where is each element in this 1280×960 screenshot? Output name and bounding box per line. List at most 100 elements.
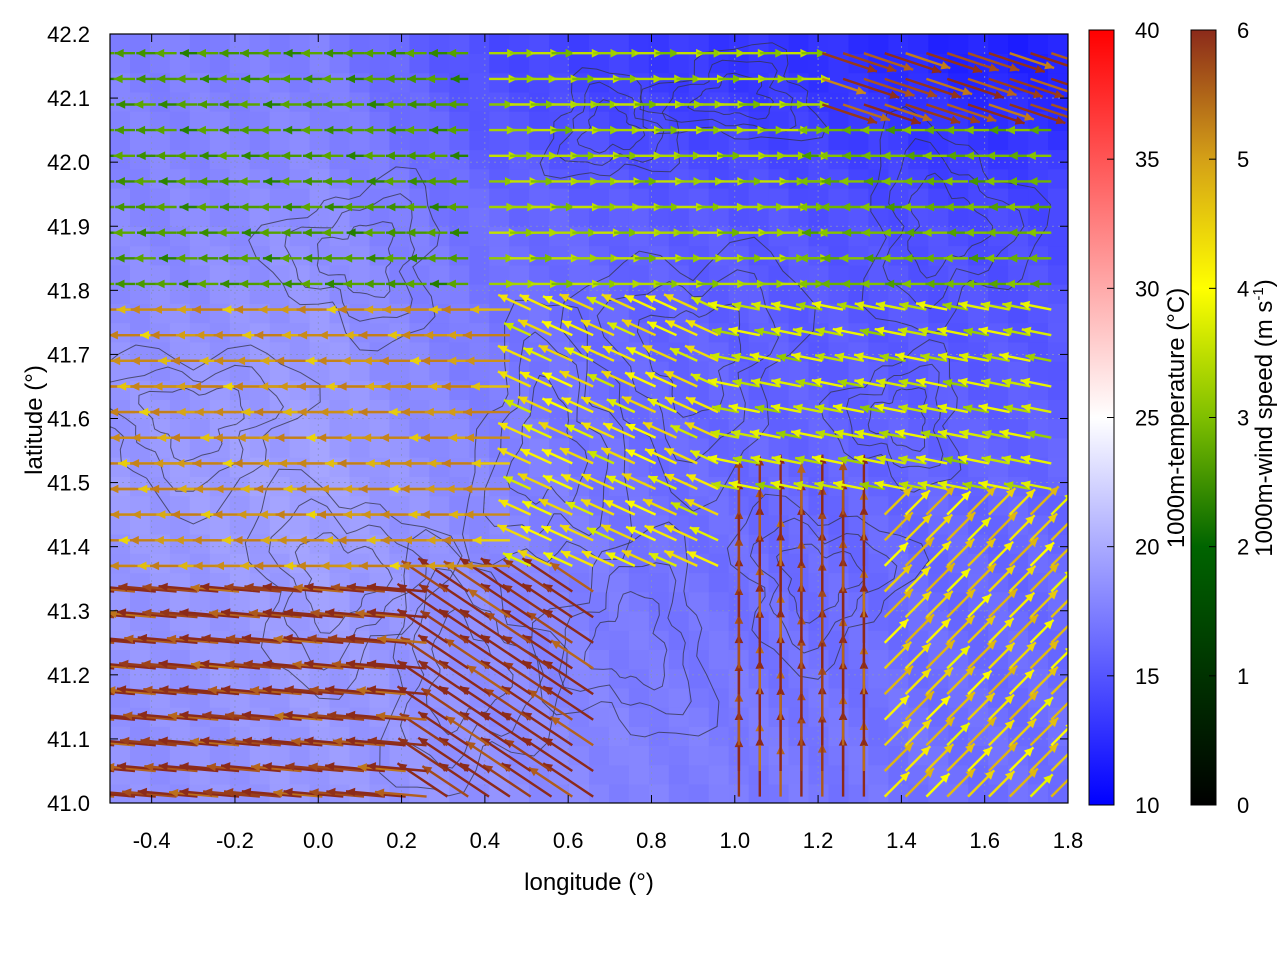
wind-arrow-head bbox=[793, 480, 804, 490]
wind-arrow-head bbox=[364, 125, 374, 135]
heatmap-cell bbox=[988, 437, 1009, 458]
wind-arrow-head bbox=[254, 330, 264, 340]
wind-arrow-head bbox=[1064, 494, 1068, 500]
wind-arrow-head bbox=[1048, 640, 1059, 650]
wind-arrow-head bbox=[96, 228, 105, 237]
wind-arrow-head bbox=[156, 74, 166, 84]
wind-arrow-head bbox=[118, 535, 128, 545]
wind-arrow bbox=[502, 583, 553, 619]
wind-arrow-head bbox=[284, 561, 294, 571]
wind-arrow-head bbox=[364, 279, 374, 289]
heatmap-cell bbox=[609, 764, 630, 785]
wind-arrow-head bbox=[367, 736, 377, 746]
heatmap-cell bbox=[130, 283, 151, 304]
wind-arrow-head bbox=[664, 294, 674, 303]
wind-arrow-head bbox=[283, 787, 293, 797]
wind-colorbar-tick-label: 4 bbox=[1237, 276, 1249, 301]
wind-arrow-head bbox=[1024, 669, 1034, 680]
heatmap-cell bbox=[788, 110, 810, 131]
heatmap-cell bbox=[309, 187, 331, 208]
heatmap-cell bbox=[469, 187, 491, 208]
heatmap-cell bbox=[668, 591, 690, 612]
wind-arrow-head bbox=[130, 356, 140, 366]
heatmap-cell bbox=[848, 283, 870, 304]
heatmap-cell bbox=[948, 649, 970, 670]
heatmap-cell bbox=[1048, 283, 1068, 304]
heatmap-cell bbox=[688, 591, 710, 612]
wind-arrow-head bbox=[150, 330, 160, 340]
wind-arrow-head bbox=[904, 88, 915, 97]
wind-arrow-head bbox=[134, 177, 144, 186]
wind-arrow-head bbox=[626, 526, 637, 535]
heatmap-cell bbox=[768, 495, 790, 516]
wind-arrow-head bbox=[422, 766, 433, 775]
heatmap-cell bbox=[928, 110, 950, 131]
wind-arrow-head bbox=[565, 125, 575, 135]
heatmap-cell bbox=[688, 226, 710, 247]
wind-arrow-head bbox=[325, 382, 335, 391]
wind-arrow-head bbox=[233, 382, 243, 391]
wind-arrow-head bbox=[364, 202, 374, 212]
heatmap-cell bbox=[489, 110, 510, 131]
wind-arrow-head bbox=[135, 202, 145, 212]
heatmap-cell bbox=[628, 322, 650, 343]
heatmap-cell bbox=[1048, 495, 1068, 516]
heatmap-cell bbox=[828, 783, 850, 803]
wind-arrow-head bbox=[517, 550, 528, 559]
heatmap-cell bbox=[668, 668, 690, 689]
wind-arrow-head bbox=[750, 454, 761, 464]
heatmap-cell bbox=[628, 591, 650, 612]
wind-arrow bbox=[308, 764, 365, 773]
wind-arrow-head bbox=[964, 228, 974, 237]
wind-arrow-head bbox=[965, 768, 975, 779]
heatmap-cell bbox=[529, 149, 550, 170]
wind-arrow-head bbox=[561, 397, 572, 406]
heatmap-cell bbox=[708, 360, 730, 381]
heatmap-cell bbox=[609, 630, 630, 650]
heatmap-cell bbox=[269, 457, 291, 477]
heatmap-cell bbox=[189, 341, 211, 362]
heatmap-cell bbox=[808, 130, 830, 151]
wind-arrow-head bbox=[441, 535, 451, 545]
heatmap-cell bbox=[1028, 187, 1049, 208]
wind-arrow-head bbox=[95, 510, 104, 519]
heatmap-cell bbox=[509, 53, 530, 74]
wind-arrow-head bbox=[221, 685, 231, 694]
wind-arrow-head bbox=[296, 561, 306, 571]
wind-arrow-head bbox=[792, 326, 803, 336]
temperature-colorbar-tick-label: 20 bbox=[1135, 535, 1159, 560]
wind-arrow-head bbox=[1064, 647, 1068, 652]
wind-arrow-head bbox=[96, 151, 105, 160]
wind-arrow-head bbox=[821, 177, 831, 186]
heatmap-cell bbox=[469, 303, 491, 324]
wind-arrow-head bbox=[135, 279, 145, 289]
heatmap-cell bbox=[708, 630, 730, 650]
heatmap-cell bbox=[948, 226, 970, 247]
heatmap-cell bbox=[1028, 668, 1049, 689]
wind-arrow-head bbox=[937, 403, 948, 412]
heatmap-cell bbox=[449, 457, 471, 477]
wind-arrow-head bbox=[588, 228, 598, 237]
heatmap-cell bbox=[828, 495, 850, 516]
heatmap-cell bbox=[110, 380, 131, 400]
wind-arrow-head bbox=[957, 454, 968, 464]
wind-arrow-head bbox=[238, 177, 248, 186]
wind-arrow-head bbox=[362, 433, 372, 443]
heatmap-cell bbox=[289, 380, 311, 400]
heatmap-cell bbox=[289, 110, 311, 131]
wind-arrow-head bbox=[408, 253, 417, 263]
wind-arrow-head bbox=[664, 473, 675, 482]
wind-arrow-head bbox=[302, 228, 312, 237]
wind-arrow-head bbox=[918, 326, 929, 336]
heatmap-cell bbox=[329, 591, 351, 612]
heatmap-cell bbox=[768, 245, 790, 266]
heatmap-cell bbox=[409, 226, 431, 247]
wind-arrow-head bbox=[324, 125, 334, 135]
heatmap-cell bbox=[609, 207, 630, 227]
wind-arrow-head bbox=[664, 397, 675, 406]
wind-arrow-head bbox=[1049, 486, 1059, 496]
wind-arrow-head bbox=[898, 481, 909, 490]
heatmap-cell bbox=[668, 187, 690, 208]
wind-arrow-head bbox=[67, 510, 76, 519]
